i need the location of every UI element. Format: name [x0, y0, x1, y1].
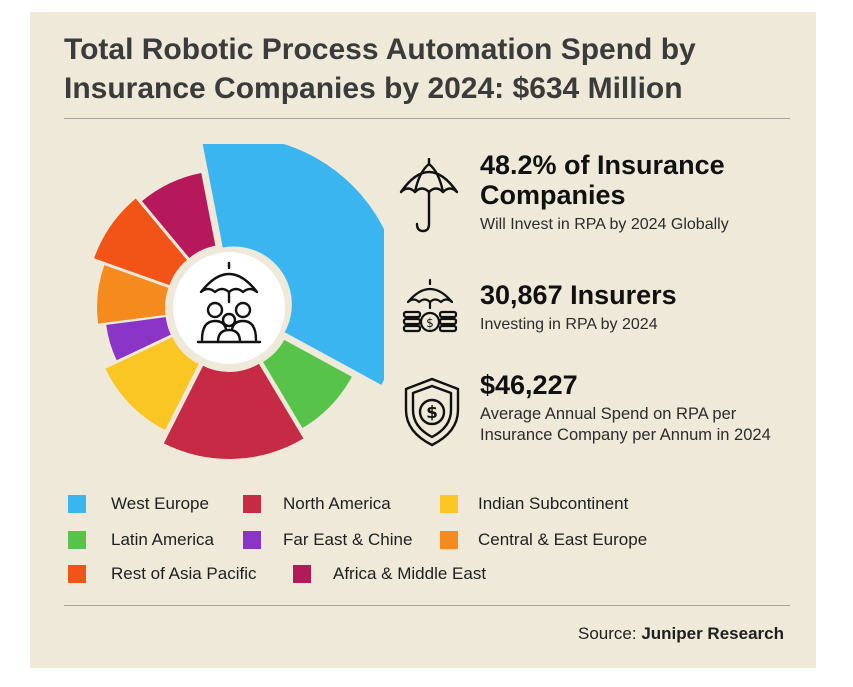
donut-slice-latin-america [263, 339, 352, 429]
source-credit: Source: Juniper Research [578, 624, 784, 644]
legend-label: Africa & Middle East [333, 564, 487, 583]
legend-swatch [68, 495, 86, 513]
stat-headline: 30,867 Insurers [480, 280, 677, 310]
legend-item: Indian Subcontinent [440, 494, 628, 514]
legend-item: Latin America [68, 530, 214, 550]
stat-insurance-share: 48.2% of Insurance Companies Will Invest… [480, 150, 800, 235]
legend-swatch [243, 495, 261, 513]
stat-headline: $46,227 [480, 370, 578, 400]
svg-text:$: $ [426, 403, 438, 423]
legend-item: Rest of Asia Pacific [68, 564, 257, 584]
footer-divider [64, 605, 790, 606]
legend-label: North America [283, 494, 391, 513]
source-label: Source: [577, 624, 637, 643]
legend-swatch [68, 531, 86, 549]
legend-swatch [68, 565, 86, 583]
infographic-card: Total Robotic Process Automation Spend b… [30, 12, 816, 668]
legend-item: Central & East Europe [440, 530, 647, 550]
legend-label: Far East & Chine [283, 530, 413, 549]
chart-title: Total Robotic Process Automation Spend b… [64, 33, 696, 105]
family-umbrella-icon [196, 261, 262, 344]
stat-caption: Investing in RPA by 2024 [480, 316, 658, 333]
source-name: Juniper Research [641, 624, 784, 643]
donut-slice-west-europe [202, 144, 384, 385]
donut-slice-africa-middle-east [141, 173, 216, 259]
legend-swatch [293, 565, 311, 583]
legend-label: Central & East Europe [478, 530, 648, 549]
stat-average-spend: $46,227 Average Annual Spend on RPA per … [480, 370, 810, 446]
donut-slice-central-east-europe [97, 265, 169, 324]
dollar-shield-icon: $ [404, 377, 460, 447]
legend-item: Africa & Middle East [293, 564, 486, 584]
legend-label: Latin America [111, 530, 214, 549]
chart-legend: West Europe North America Indian Subcont… [68, 494, 788, 604]
legend-label: West Europe [111, 494, 209, 513]
donut-slice-rest-of-asia-pacific [94, 198, 187, 286]
donut-slice-far-east-chine [106, 317, 171, 361]
umbrella-icon [399, 158, 459, 233]
stat-caption: Average Annual Spend on RPA per Insuranc… [480, 405, 771, 444]
donut-chart [94, 144, 384, 459]
donut-slice-indian-subcontinent [105, 337, 199, 431]
stat-caption: Will Invest in RPA by 2024 Globally [480, 216, 729, 233]
umbrella-coins-icon: $ [402, 278, 458, 333]
title-divider [64, 118, 790, 119]
legend-item: North America [243, 494, 391, 514]
legend-label: Rest of Asia Pacific [111, 564, 257, 583]
legend-item: Far East & Chine [243, 530, 412, 550]
svg-text:$: $ [426, 316, 434, 330]
stat-headline: 48.2% of Insurance Companies [480, 150, 725, 210]
legend-swatch [440, 531, 458, 549]
legend-swatch [243, 531, 261, 549]
legend-label: Indian Subcontinent [478, 494, 629, 513]
stat-insurers-count: 30,867 Insurers Investing in RPA by 2024 [480, 280, 800, 335]
donut-slice-north-america [163, 363, 304, 459]
legend-item: West Europe [68, 494, 209, 514]
legend-swatch [440, 495, 458, 513]
